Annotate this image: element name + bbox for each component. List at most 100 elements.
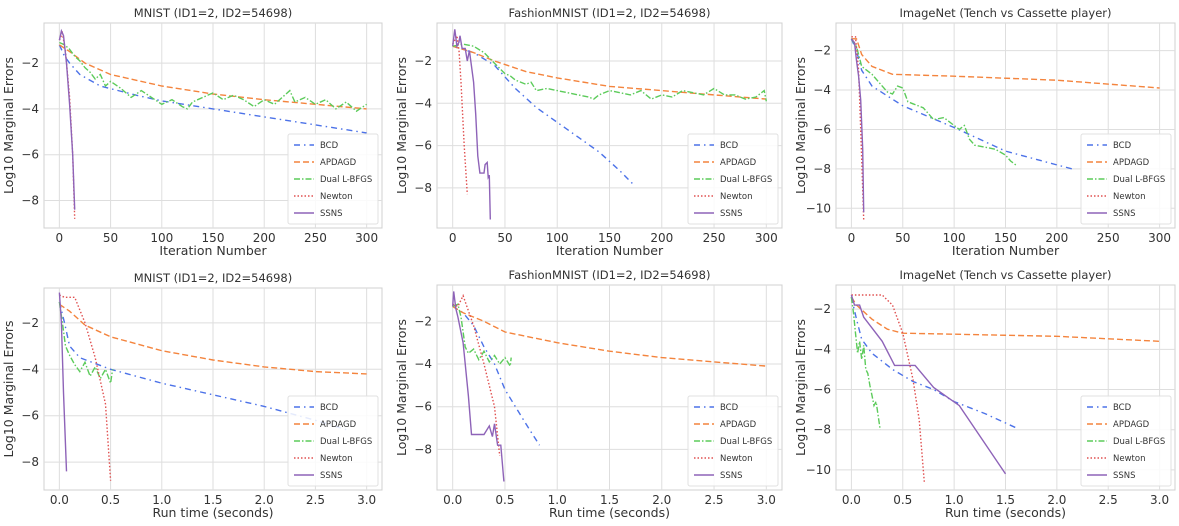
series-line-apdagd (452, 45, 767, 100)
x-tick-label: 100 (546, 231, 569, 245)
x-tick-label: 0.5 (495, 493, 514, 507)
subplot-3: 0 50 100 150 200 250 300 −10 −8 −6 −4 −2 ImageNet (T… (793, 6, 1176, 258)
x-tick-label: 200 (650, 231, 673, 245)
x-tick-label: 3.0 (757, 493, 776, 507)
legend-label: APDAGD (1113, 420, 1150, 430)
x-tick-label: 250 (304, 231, 327, 245)
series-line-apdagd (59, 303, 367, 375)
legend-label: APDAGD (320, 158, 357, 168)
y-tick-label: −8 (21, 455, 39, 469)
y-tick-label: −2 (813, 44, 831, 58)
legend: BCD APDAGD Dual L-BFGS Newton SSNS (687, 133, 779, 225)
y-tick-label: −4 (414, 96, 432, 110)
legend-label: Newton (720, 454, 752, 464)
legend-box (287, 133, 379, 225)
series-line-bcd (850, 38, 1073, 170)
legend: BCD APDAGD Dual L-BFGS Newton SSNS (1080, 133, 1172, 225)
y-axis-label: Log10 Marginal Errors (793, 319, 808, 456)
x-tick-label: 1.0 (945, 493, 964, 507)
series-line-ssns (850, 38, 865, 213)
x-tick-label: 50 (103, 231, 118, 245)
series-line-bcd (850, 296, 1017, 429)
series-line-ssns (850, 294, 1007, 475)
x-tick-label: 50 (497, 231, 512, 245)
series-line-bcd (452, 305, 541, 446)
legend-box (687, 133, 779, 225)
y-tick-label: −4 (813, 342, 831, 356)
legend-label: SSNS (320, 209, 343, 219)
subplot-5: 0.0 0.5 1.0 1.5 2.0 2.5 3.0 −8 −6 −4 −2 FashionMNIS… (394, 268, 783, 520)
series-line-dual-l-bfgs (850, 297, 881, 430)
legend-box (287, 395, 379, 487)
series-line-ssns (58, 28, 76, 210)
y-tick-label: −2 (21, 56, 39, 70)
legend-label: Newton (320, 192, 352, 202)
y-tick-label: −8 (414, 442, 432, 456)
subplot-title: ImageNet (Tench vs Cassette player) (899, 6, 1111, 20)
x-tick-label: 250 (703, 231, 726, 245)
legend-label: BCD (720, 141, 739, 151)
legend: BCD APDAGD Dual L-BFGS Newton SSNS (287, 395, 379, 487)
legend-label: SSNS (720, 209, 743, 219)
subplot-title: FashionMNIST (ID1=2, ID2=54698) (509, 6, 711, 20)
legend-label: Newton (320, 454, 352, 464)
x-axis-label: Iteration Number (556, 243, 664, 258)
x-tick-label: 0.5 (893, 493, 912, 507)
series-line-ssns (452, 291, 505, 482)
y-tick-label: −6 (813, 383, 831, 397)
x-tick-label: 1.5 (203, 493, 222, 507)
x-tick-label: 1.5 (600, 493, 619, 507)
y-tick-label: −6 (813, 122, 831, 136)
x-tick-label: 1.0 (548, 493, 567, 507)
x-tick-label: 100 (943, 231, 966, 245)
legend-label: APDAGD (720, 420, 757, 430)
legend-label: SSNS (1113, 209, 1136, 219)
legend-label: BCD (320, 141, 339, 151)
y-tick-label: −4 (813, 83, 831, 97)
legend-label: Dual L-BFGS (720, 175, 772, 185)
y-axis-label: Log10 Marginal Errors (1, 321, 16, 458)
x-axis-label: Run time (seconds) (549, 505, 670, 520)
x-tick-label: 300 (1148, 231, 1171, 245)
legend-label: Newton (1113, 454, 1145, 464)
y-axis-label: Log10 Marginal Errors (394, 319, 409, 456)
x-tick-label: 2.0 (652, 493, 671, 507)
series-line-apdagd (851, 38, 1160, 89)
series-line-dual-l-bfgs (59, 41, 367, 113)
x-tick-label: 0 (449, 231, 457, 245)
x-tick-label: 0 (56, 231, 64, 245)
y-tick-label: −8 (21, 194, 39, 208)
series-line-newton (452, 293, 501, 456)
x-tick-label: 200 (253, 231, 276, 245)
series-line-dual-l-bfgs (850, 38, 1017, 166)
y-tick-label: −8 (813, 162, 831, 176)
legend: BCD APDAGD Dual L-BFGS Newton SSNS (687, 395, 779, 487)
legend-label: APDAGD (1113, 158, 1150, 168)
y-tick-label: −6 (414, 400, 432, 414)
legend-box (687, 395, 779, 487)
subplot-title: MNIST (ID1=2, ID2=54698) (134, 271, 292, 285)
x-tick-label: 1.5 (996, 493, 1015, 507)
x-axis-label: Iteration Number (952, 243, 1060, 258)
legend-label: BCD (1113, 141, 1132, 151)
subplot-4: 0.0 0.5 1.0 1.5 2.0 2.5 3.0 −8 −6 −4 −2 MNIST (ID1=… (1, 271, 383, 520)
x-tick-label: 1.0 (152, 493, 171, 507)
legend-label: Dual L-BFGS (320, 437, 372, 447)
y-tick-label: −6 (414, 139, 432, 153)
series-line-bcd (58, 301, 347, 431)
x-tick-label: 0.0 (842, 493, 861, 507)
x-tick-label: 3.0 (1150, 493, 1169, 507)
legend: BCD APDAGD Dual L-BFGS Newton SSNS (1080, 395, 1172, 487)
y-tick-label: −6 (21, 409, 39, 423)
x-tick-label: 3.0 (357, 493, 376, 507)
y-tick-label: −4 (21, 102, 39, 116)
y-tick-label: −10 (806, 201, 831, 215)
series-line-bcd (452, 45, 633, 185)
y-axis-label: Log10 Marginal Errors (394, 57, 409, 194)
y-tick-label: −4 (414, 357, 432, 371)
legend-label: Dual L-BFGS (720, 437, 772, 447)
subplot-1: 0 50 100 150 200 250 300 −8 −6 −4 −2 MNIST (ID1=2, … (1, 6, 383, 258)
x-tick-label: 2.0 (255, 493, 274, 507)
y-tick-label: −8 (414, 181, 432, 195)
legend-label: Dual L-BFGS (1113, 175, 1165, 185)
